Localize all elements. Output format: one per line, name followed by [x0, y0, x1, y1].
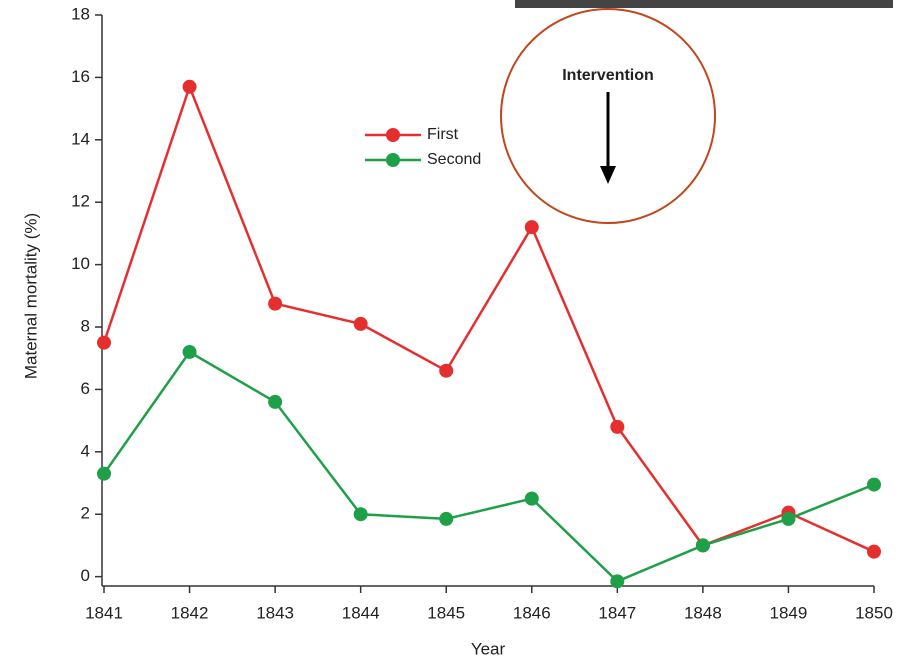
y-tick-label: 10 — [71, 254, 90, 273]
data-point — [439, 512, 453, 526]
data-point — [354, 507, 368, 521]
y-tick-label: 2 — [81, 504, 90, 523]
chart: Intervention Year Maternal mortality (%)… — [0, 0, 908, 662]
series-line — [104, 87, 874, 552]
data-point — [781, 512, 795, 526]
x-tick-label: 1846 — [513, 603, 551, 622]
y-tick-label: 8 — [81, 317, 90, 336]
x-tick-label: 1843 — [256, 603, 294, 622]
legend-marker — [386, 128, 400, 142]
y-tick-label: 6 — [81, 379, 90, 398]
y-axis-title: Maternal mortality (%) — [21, 213, 40, 379]
x-tick-label: 1848 — [684, 603, 722, 622]
x-tick-label: 1845 — [427, 603, 465, 622]
data-point — [183, 345, 197, 359]
data-point — [439, 364, 453, 378]
annotation: Intervention — [562, 67, 654, 84]
x-tick-label: 1842 — [171, 603, 209, 622]
y-tick-label: 4 — [81, 441, 90, 460]
data-point — [610, 574, 624, 588]
data-point — [696, 538, 710, 552]
y-tick-label: 14 — [71, 129, 90, 148]
legend-label: Second — [427, 151, 481, 168]
data-point — [268, 395, 282, 409]
data-point — [183, 80, 197, 94]
y-tick-label: 18 — [71, 4, 90, 23]
y-tick-label: 12 — [71, 192, 90, 211]
series-line — [104, 352, 874, 581]
legend-label: First — [427, 126, 459, 143]
data-point — [867, 478, 881, 492]
data-point — [525, 220, 539, 234]
arrow-head — [600, 166, 616, 184]
x-axis-title: Year — [471, 639, 506, 658]
data-point — [354, 317, 368, 331]
data-point — [97, 336, 111, 350]
y-tick-label: 16 — [71, 67, 90, 86]
photo-fragment — [515, 0, 893, 8]
y-tick-label: 0 — [81, 566, 90, 585]
legend-marker — [386, 153, 400, 167]
data-point — [610, 420, 624, 434]
x-tick-label: 1841 — [85, 603, 123, 622]
x-tick-label: 1847 — [598, 603, 636, 622]
data-point — [525, 492, 539, 506]
x-tick-label: 1849 — [770, 603, 808, 622]
x-tick-label: 1850 — [855, 603, 893, 622]
data-point — [97, 467, 111, 481]
data-point — [268, 297, 282, 311]
data-point — [867, 545, 881, 559]
x-tick-label: 1844 — [342, 603, 380, 622]
